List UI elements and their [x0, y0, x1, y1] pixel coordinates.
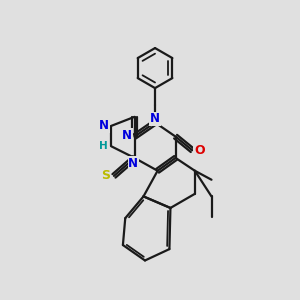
- Text: S: S: [101, 169, 110, 182]
- Text: N: N: [99, 119, 109, 132]
- Text: N: N: [128, 157, 138, 169]
- Text: H: H: [99, 141, 108, 152]
- Text: N: N: [150, 112, 160, 125]
- Text: O: O: [194, 144, 205, 157]
- Text: N: N: [122, 129, 132, 142]
